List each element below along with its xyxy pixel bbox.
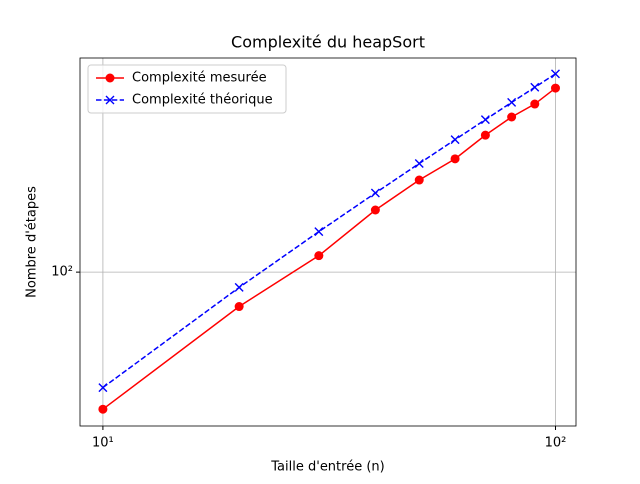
point [530, 99, 540, 109]
legend-marker [105, 73, 115, 83]
point [370, 205, 380, 215]
point [507, 97, 517, 107]
point [98, 383, 108, 393]
point [530, 82, 540, 92]
point [370, 188, 380, 198]
point [507, 112, 517, 122]
point [550, 69, 560, 79]
point [98, 404, 108, 414]
x-tick-label: 10¹ [92, 436, 114, 451]
x-tick-label: 10² [545, 436, 567, 451]
point [480, 115, 490, 125]
legend-label: Complexité mesurée [132, 71, 267, 86]
y-tick-label: 10² [51, 265, 73, 280]
point [450, 154, 460, 164]
legend-label: Complexité théorique [132, 93, 273, 108]
chart-title: Complexité du heapSort [231, 33, 425, 52]
x-axis-label: Taille d'entrée (n) [270, 460, 384, 475]
series-line [102, 87, 556, 410]
point [314, 227, 324, 237]
series-line [102, 73, 556, 389]
plot-frame [79, 57, 577, 427]
point [234, 282, 244, 292]
point [314, 251, 324, 261]
point [414, 159, 424, 168]
point [414, 175, 424, 185]
point [480, 130, 490, 140]
legend-marker [105, 95, 115, 105]
point [450, 135, 460, 145]
point [550, 83, 560, 93]
y-axis-label: Nombre d'étapes [25, 186, 40, 298]
point [234, 302, 244, 312]
legend-box [87, 64, 287, 114]
